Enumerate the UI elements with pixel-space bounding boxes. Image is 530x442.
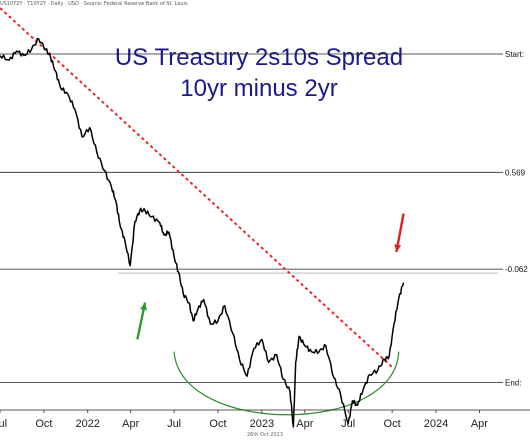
red-arrow-head [394,244,402,252]
trendline-dotted [0,7,393,368]
x-tick-label: Jul [0,418,7,430]
x-tick-label: 2023 [250,418,274,430]
x-tick-label: Jul [167,418,181,430]
chart-subtitle: 10yr minus 2yr [180,75,338,102]
chart-title-block: US Treasury 2s10s Spread 10yr minus 2yr [0,42,518,104]
level-lines: Start: 0.569 -0.062 End: [0,50,528,387]
x-tick-label: Oct [384,418,401,430]
bottom-arc-curve [173,351,400,416]
annotation-arrows [136,213,405,340]
bottom-arc [173,351,400,416]
x-axis: Jul Oct 2022 Apr Jul Oct 2023 Apr Jul Oct 2024 Apr [0,409,530,430]
chart-title: US Treasury 2s10s Spread [114,44,404,71]
x-tick-label: Apr [296,418,313,430]
footer-date: 26th Oct 2023 [246,432,284,438]
x-tick-label: 2022 [76,418,100,430]
x-tick-label: Jul [341,418,355,430]
x-tick-label: Apr [471,418,488,430]
price-line [0,37,405,428]
level-label-start: Start: [505,50,524,59]
level-label-end: End: [505,378,521,387]
x-tick-label: Oct [209,418,226,430]
green-arrow-head [140,302,147,311]
x-tick-label: Apr [122,418,139,430]
x-tick-label: Oct [35,418,52,430]
symbol-header-note: US10Y2Y · T10Y2Y · Daily · USD · Source:… [0,1,188,7]
x-tick-label: 2024 [424,418,448,430]
red-arrow [394,213,405,253]
level-label-mid-b: -0.062 [505,265,528,274]
green-arrow [136,302,147,340]
price-series [0,37,405,428]
level-label-mid-a: 0.569 [505,168,526,177]
trendline [0,7,393,368]
